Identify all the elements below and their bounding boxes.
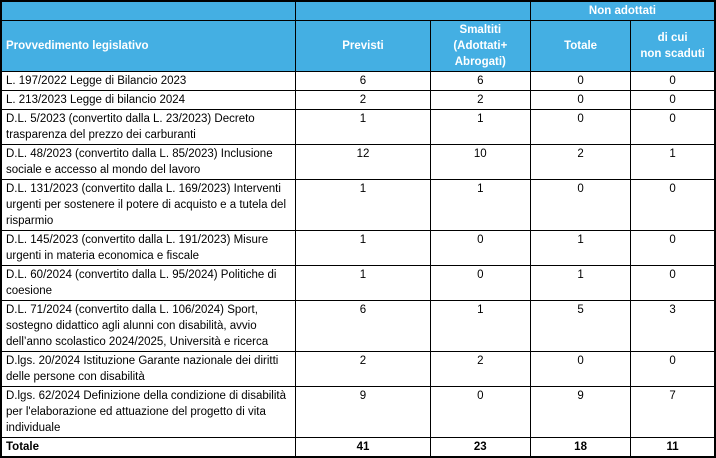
smaltiti-cell: 2 <box>429 351 531 387</box>
non-adottati-totale-cell: 1 <box>529 265 632 301</box>
header-totale: Totale <box>529 20 632 72</box>
table-header: Non adottati Provvedimento legislativo P… <box>0 0 716 72</box>
provision-label-cell: D.L. 131/2023 (convertito dalla L. 169/2… <box>0 179 297 231</box>
header-blank-cell-middle <box>295 0 531 21</box>
total-previsti-cell: 41 <box>295 437 431 458</box>
total-row: Totale 41 23 18 11 <box>0 437 716 458</box>
previsti-cell: 6 <box>295 300 431 352</box>
previsti-cell: 1 <box>295 109 431 145</box>
previsti-cell: 1 <box>295 265 431 301</box>
provision-label-cell: D.L. 145/2023 (convertito dalla L. 191/2… <box>0 230 297 266</box>
table-row: L. 213/2023 Legge di bilancio 2024 2 2 0… <box>0 90 716 110</box>
total-smaltiti-cell: 23 <box>429 437 531 458</box>
previsti-cell: 12 <box>295 144 431 180</box>
non-scaduti-cell: 7 <box>630 386 716 438</box>
provision-label-cell: D.L. 60/2024 (convertito dalla L. 95/202… <box>0 265 297 301</box>
non-adottati-totale-cell: 0 <box>529 179 632 231</box>
non-adottati-totale-cell: 0 <box>529 71 632 91</box>
provision-label-cell: D.lgs. 20/2024 Istituzione Garante nazio… <box>0 351 297 387</box>
previsti-cell: 2 <box>295 351 431 387</box>
provision-label-cell: D.L. 5/2023 (convertito dalla L. 23/2023… <box>0 109 297 145</box>
header-previsti: Previsti <box>295 20 431 72</box>
provision-label-cell: L. 213/2023 Legge di bilancio 2024 <box>0 90 297 110</box>
non-adottati-totale-cell: 5 <box>529 300 632 352</box>
non-adottati-totale-cell: 9 <box>529 386 632 438</box>
provision-label-cell: D.L. 48/2023 (convertito dalla L. 85/202… <box>0 144 297 180</box>
smaltiti-cell: 10 <box>429 144 531 180</box>
non-adottati-totale-cell: 0 <box>529 90 632 110</box>
table-row: D.L. 71/2024 (convertito dalla L. 106/20… <box>0 300 716 352</box>
smaltiti-cell: 1 <box>429 179 531 231</box>
non-adottati-totale-cell: 1 <box>529 230 632 266</box>
table-body: L. 197/2022 Legge di Bilancio 2023 6 6 0… <box>0 71 716 458</box>
table-row: D.lgs. 20/2024 Istituzione Garante nazio… <box>0 351 716 387</box>
previsti-cell: 2 <box>295 90 431 110</box>
header-group-row: Non adottati <box>0 0 716 21</box>
non-scaduti-cell: 0 <box>630 90 716 110</box>
non-scaduti-cell: 0 <box>630 265 716 301</box>
header-row: Provvedimento legislativo Previsti Smalt… <box>0 20 716 72</box>
total-label-cell: Totale <box>0 437 297 458</box>
table-row: D.lgs. 62/2024 Definizione della condizi… <box>0 386 716 438</box>
header-provvedimento-legislativo: Provvedimento legislativo <box>0 20 297 72</box>
previsti-cell: 1 <box>295 230 431 266</box>
non-scaduti-cell: 3 <box>630 300 716 352</box>
non-scaduti-cell: 0 <box>630 351 716 387</box>
smaltiti-cell: 6 <box>429 71 531 91</box>
total-non-adottati-totale-cell: 18 <box>529 437 632 458</box>
non-scaduti-cell: 0 <box>630 179 716 231</box>
non-scaduti-cell: 0 <box>630 71 716 91</box>
non-scaduti-cell: 0 <box>630 230 716 266</box>
total-non-scaduti-cell: 11 <box>630 437 716 458</box>
previsti-cell: 6 <box>295 71 431 91</box>
previsti-cell: 9 <box>295 386 431 438</box>
table-row: D.L. 5/2023 (convertito dalla L. 23/2023… <box>0 109 716 145</box>
table-row: D.L. 60/2024 (convertito dalla L. 95/202… <box>0 265 716 301</box>
table-row: L. 197/2022 Legge di Bilancio 2023 6 6 0… <box>0 71 716 91</box>
smaltiti-cell: 1 <box>429 109 531 145</box>
non-scaduti-cell: 0 <box>630 109 716 145</box>
smaltiti-cell: 2 <box>429 90 531 110</box>
smaltiti-cell: 1 <box>429 300 531 352</box>
header-group-non-adottati: Non adottati <box>529 0 716 21</box>
non-adottati-totale-cell: 0 <box>529 351 632 387</box>
table-row: D.L. 145/2023 (convertito dalla L. 191/2… <box>0 230 716 266</box>
non-adottati-totale-cell: 2 <box>529 144 632 180</box>
smaltiti-cell: 0 <box>429 230 531 266</box>
table-row: D.L. 131/2023 (convertito dalla L. 169/2… <box>0 179 716 231</box>
smaltiti-cell: 0 <box>429 265 531 301</box>
header-blank-cell-left <box>0 0 297 21</box>
non-adottati-totale-cell: 0 <box>529 109 632 145</box>
provision-label-cell: D.lgs. 62/2024 Definizione della condizi… <box>0 386 297 438</box>
header-di-cui-non-scaduti: di cui non scaduti <box>630 20 716 72</box>
provision-label-cell: L. 197/2022 Legge di Bilancio 2023 <box>0 71 297 91</box>
previsti-cell: 1 <box>295 179 431 231</box>
smaltiti-cell: 0 <box>429 386 531 438</box>
table-row: D.L. 48/2023 (convertito dalla L. 85/202… <box>0 144 716 180</box>
header-smaltiti: Smaltiti (Adottati+ Abrogati) <box>429 20 531 72</box>
non-scaduti-cell: 1 <box>630 144 716 180</box>
provision-label-cell: D.L. 71/2024 (convertito dalla L. 106/20… <box>0 300 297 352</box>
